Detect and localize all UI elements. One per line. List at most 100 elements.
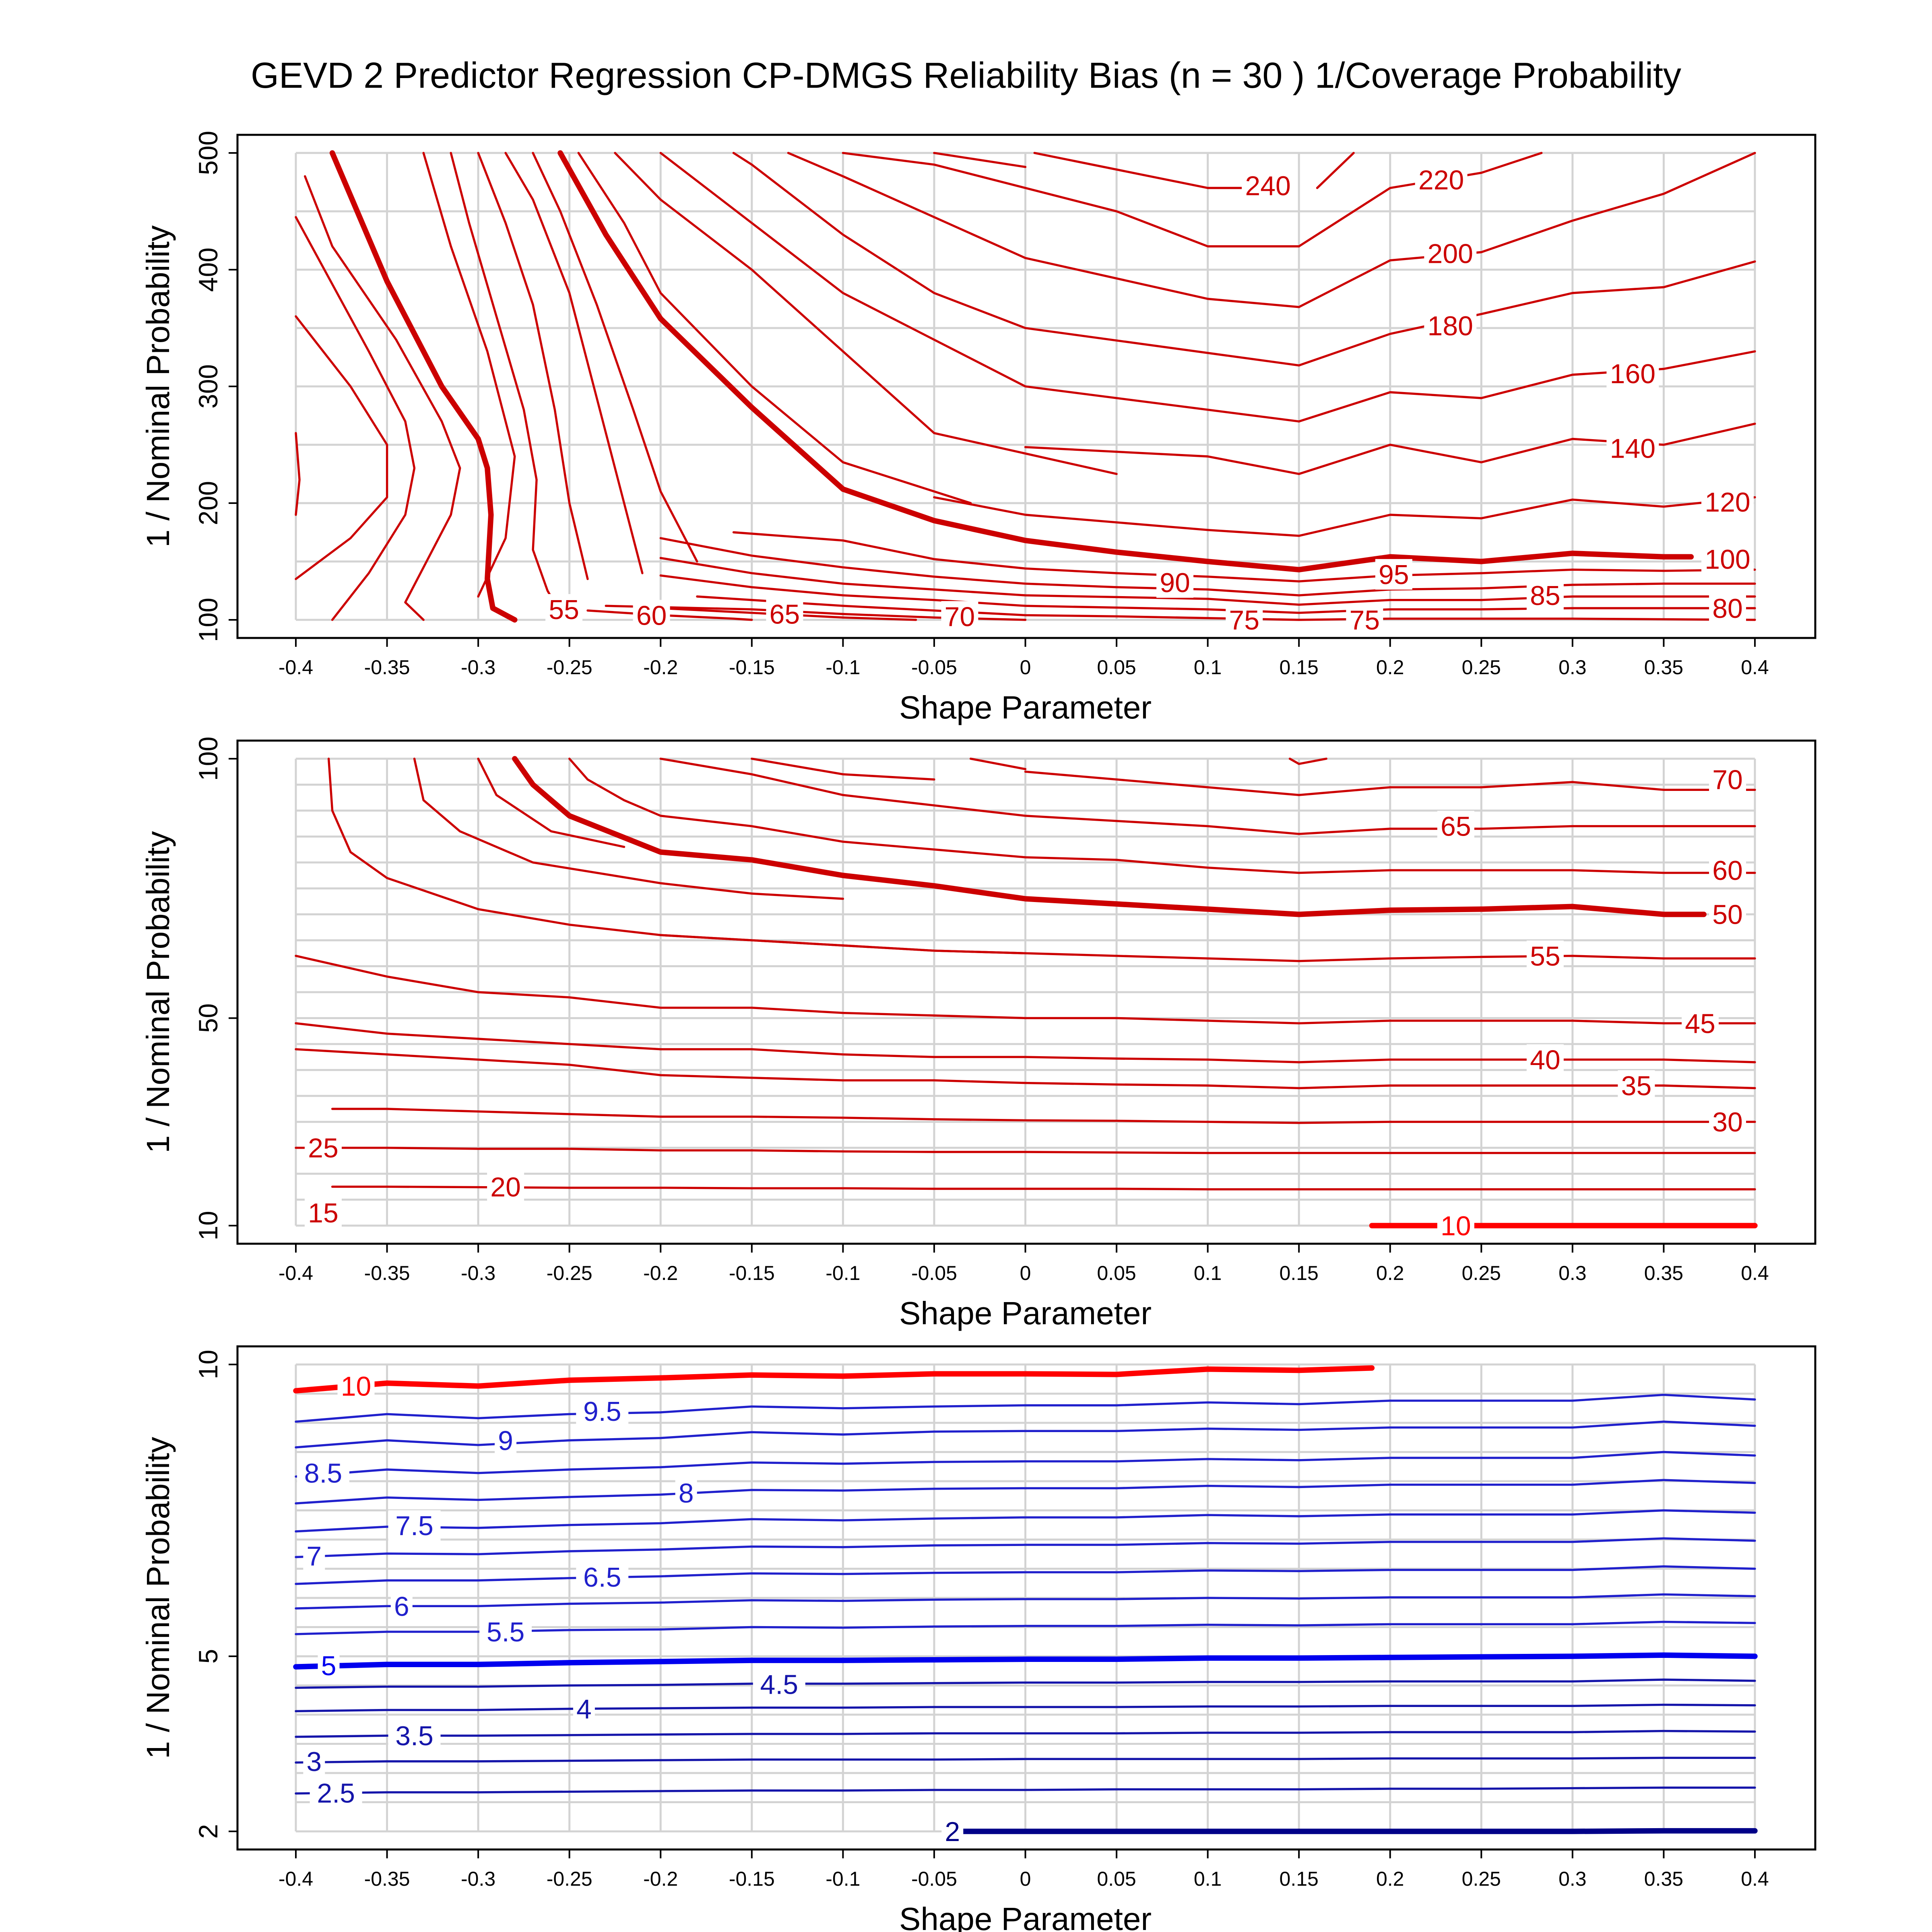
contour-label-background [1606, 433, 1659, 464]
contour-label: 35 [1621, 1071, 1652, 1101]
x-tick-label: 0.2 [1376, 656, 1404, 679]
contour-label-background [318, 1650, 340, 1681]
x-tick-label: -0.2 [643, 1868, 678, 1890]
x-tick-label: 0.1 [1194, 1262, 1222, 1284]
contour-label: 2.5 [317, 1778, 355, 1808]
contour-line-8.5 [295, 1451, 1756, 1478]
x-tick-label: -0.15 [729, 656, 775, 679]
contour-label-background [1526, 940, 1564, 971]
x-tick-label: 0.15 [1280, 1868, 1319, 1890]
contour-label-background [545, 594, 583, 625]
y-tick-label: 10 [193, 1211, 223, 1240]
contour-label-background [633, 600, 670, 631]
y-axis-title: 1 / Nominal Probability [140, 225, 176, 547]
y-tick-label: 100 [193, 737, 223, 781]
x-tick-label: -0.25 [547, 656, 592, 679]
x-tick-label: -0.3 [461, 1262, 495, 1284]
contour-line-10 [293, 1365, 1375, 1394]
contour-label: 9 [498, 1426, 513, 1456]
x-tick-label: -0.05 [911, 1868, 957, 1890]
contour-label-background [495, 1425, 517, 1456]
x-axis-title: Shape Parameter [899, 1295, 1152, 1331]
contour-label-background [1701, 487, 1754, 518]
x-tick-label: 0.3 [1558, 1868, 1587, 1890]
contour-label: 90 [1160, 568, 1190, 598]
contour-line [568, 758, 1027, 859]
contour-line-6.5 [295, 1565, 1756, 1585]
contour-label: 65 [770, 599, 800, 630]
contour-line [577, 152, 972, 504]
y-axis-title: 1 / Nominal Probability [140, 831, 176, 1153]
plot-frame [236, 1345, 1816, 1851]
contour-label: 10 [1441, 1211, 1471, 1241]
contour-line-55 [659, 934, 1756, 962]
contour-label-background [388, 1510, 441, 1541]
contour-label-background [337, 1371, 375, 1402]
contour-line-55 [450, 152, 561, 614]
x-tick-label: 0.25 [1462, 656, 1501, 679]
contour-label: 55 [549, 594, 579, 625]
x-tick-label: 0 [1020, 1262, 1031, 1284]
x-tick-label: 0.35 [1644, 1262, 1683, 1284]
contour-line-20 [331, 1185, 1756, 1191]
figure-title: GEVD 2 Predictor Regression CP-DMGS Reli… [251, 56, 1681, 96]
contour-label: 6.5 [583, 1562, 621, 1593]
contour-label: 40 [1530, 1045, 1560, 1075]
contour-label: 75 [1349, 605, 1380, 636]
contour-label: 160 [1610, 359, 1655, 389]
contour-line-45 [295, 955, 1756, 1024]
contour-line [842, 152, 1300, 248]
contour-line-50 [512, 756, 1707, 917]
contour-line [1033, 152, 1209, 189]
x-tick-label: 0.25 [1462, 1262, 1501, 1284]
contour-label-background [1709, 593, 1746, 623]
contour-label-background [941, 1816, 964, 1847]
contour-line-200 [1298, 152, 1756, 308]
contour-line [1316, 152, 1355, 189]
x-tick-label: -0.3 [461, 1868, 495, 1890]
contour-line-60 [1024, 856, 1756, 874]
contour-line [614, 152, 1118, 475]
contour-label: 45 [1685, 1008, 1715, 1039]
x-tick-label: -0.3 [461, 656, 495, 679]
x-tick-label: 0.15 [1280, 656, 1319, 679]
x-tick-label: -0.2 [643, 656, 678, 679]
x-tick-label: 0.05 [1097, 656, 1136, 679]
contour-line-100 [840, 486, 1694, 573]
contour-label-background [576, 1396, 629, 1426]
contour-label: 7 [306, 1541, 322, 1572]
x-tick-label: 0.2 [1376, 1868, 1404, 1890]
contour-label-background [1701, 544, 1754, 575]
contour-line-5 [293, 1652, 1758, 1670]
contour-label: 220 [1418, 165, 1464, 196]
x-tick-label: 0.05 [1097, 1262, 1136, 1284]
contour-label-background [1709, 855, 1746, 886]
contour-label-background [304, 1132, 342, 1163]
plot-frame [236, 739, 1816, 1245]
contour-label-background [1709, 764, 1746, 795]
x-tick-label: -0.4 [279, 656, 313, 679]
contour-label: 8.5 [304, 1458, 343, 1489]
contour-label: 180 [1428, 311, 1473, 341]
contour-label-background [1606, 358, 1659, 389]
contour-panel-1: 240 220 200 180 160 140 120 100 95 90 85 80 75 75 70 65… [140, 131, 1816, 725]
y-tick-label: 50 [193, 1003, 223, 1033]
y-tick-label: 10 [193, 1350, 223, 1379]
contour-label-background [310, 1777, 362, 1808]
contour-line [1288, 758, 1327, 765]
contour-label-background [675, 1478, 697, 1508]
x-axis-title: Shape Parameter [899, 1901, 1152, 1932]
x-tick-label: -0.1 [826, 1868, 860, 1890]
contour-label-background [1346, 605, 1383, 635]
contour-label-background [1709, 899, 1746, 930]
contour-label-background [1226, 605, 1263, 635]
x-tick-label: 0.3 [1558, 656, 1587, 679]
y-tick-label: 200 [193, 481, 223, 525]
contour-line-6 [295, 1593, 1756, 1610]
contour-label-background [388, 1720, 441, 1751]
x-tick-label: -0.15 [729, 1868, 775, 1890]
contour-label: 3.5 [395, 1721, 433, 1751]
contour-label: 8 [679, 1478, 694, 1509]
contour-line-2.5 [295, 1786, 1756, 1795]
